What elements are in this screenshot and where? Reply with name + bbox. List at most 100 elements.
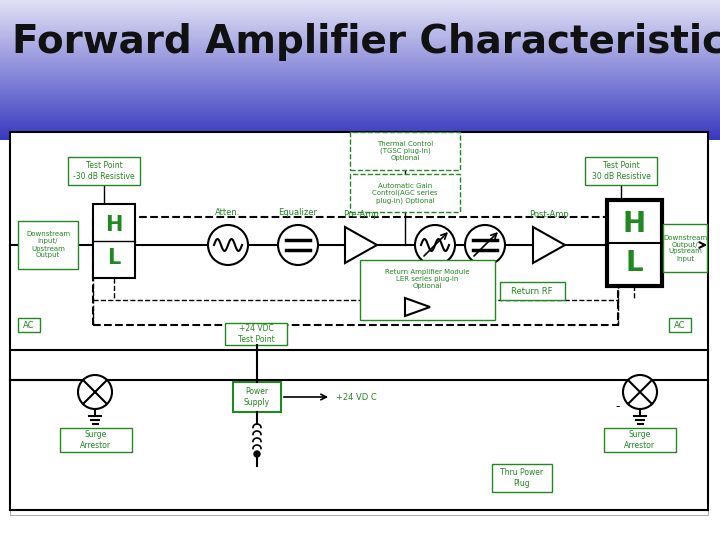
Bar — [0, 36, 720, 37]
Bar — [0, 16, 720, 17]
Bar — [0, 9, 720, 10]
Bar — [0, 11, 720, 12]
Bar — [0, 130, 720, 131]
Bar — [0, 114, 720, 115]
Bar — [0, 74, 720, 75]
Bar — [0, 82, 720, 83]
Text: Equalizer: Equalizer — [279, 208, 318, 217]
Bar — [0, 64, 720, 65]
Bar — [0, 77, 720, 78]
Bar — [0, 38, 720, 39]
Text: Test Point
-30 dB Resistive: Test Point -30 dB Resistive — [73, 161, 135, 181]
Bar — [0, 84, 720, 85]
Bar — [0, 25, 720, 26]
Bar — [0, 97, 720, 98]
Circle shape — [465, 225, 505, 265]
Bar — [0, 110, 720, 111]
Bar — [0, 28, 720, 29]
Text: Test Point
30 dB Resistive: Test Point 30 dB Resistive — [592, 161, 650, 181]
Bar — [0, 40, 720, 42]
Bar — [0, 71, 720, 72]
Text: Pre-Amp: Pre-Amp — [343, 210, 379, 219]
Text: Downstream
Input/
Upstream
Output: Downstream Input/ Upstream Output — [26, 232, 70, 259]
Bar — [0, 59, 720, 60]
Bar — [0, 104, 720, 105]
Bar — [225, 323, 287, 345]
Bar — [0, 62, 720, 63]
Bar — [669, 318, 691, 332]
Bar — [0, 93, 720, 94]
Bar — [0, 57, 720, 58]
Bar — [0, 92, 720, 93]
Bar — [0, 4, 720, 5]
Polygon shape — [405, 298, 430, 316]
Bar — [0, 52, 720, 53]
Bar — [0, 22, 720, 23]
Bar — [0, 8, 720, 9]
Bar — [0, 54, 720, 55]
Bar — [0, 116, 720, 117]
Bar — [0, 109, 720, 110]
Bar — [0, 119, 720, 120]
Bar — [0, 105, 720, 106]
Bar — [0, 7, 720, 8]
Bar — [0, 78, 720, 79]
Bar — [0, 50, 720, 51]
Bar — [0, 72, 720, 73]
Bar — [0, 86, 720, 87]
Bar — [0, 99, 720, 100]
Bar — [233, 382, 281, 412]
Circle shape — [278, 225, 318, 265]
Bar — [93, 217, 618, 325]
Bar — [0, 137, 720, 138]
Bar — [0, 90, 720, 91]
Text: AC: AC — [23, 321, 35, 329]
Bar — [0, 1, 720, 2]
Bar — [585, 157, 657, 185]
Text: -: - — [616, 401, 620, 414]
Bar — [0, 118, 720, 119]
Bar — [0, 61, 720, 62]
Bar — [0, 32, 720, 33]
Bar — [0, 106, 720, 107]
Text: Automatic Gain
Control(AGC series
plug-in) Optional: Automatic Gain Control(AGC series plug-i… — [372, 183, 438, 204]
Bar — [0, 108, 720, 109]
Bar — [0, 6, 720, 7]
Bar — [0, 18, 720, 19]
Bar — [0, 60, 720, 61]
Bar — [350, 174, 460, 212]
Bar — [0, 134, 720, 135]
Bar — [0, 0, 720, 1]
Bar — [0, 2, 720, 3]
Bar — [0, 121, 720, 122]
Bar — [0, 85, 720, 86]
Text: Surge
Arrestor: Surge Arrestor — [624, 430, 656, 450]
Circle shape — [623, 375, 657, 409]
Bar — [0, 125, 720, 126]
Bar — [0, 98, 720, 99]
Bar — [0, 10, 720, 11]
Bar — [0, 52, 720, 53]
Bar — [0, 73, 720, 74]
Bar — [500, 282, 565, 300]
Bar — [0, 31, 720, 32]
Text: H: H — [623, 210, 646, 238]
Bar — [0, 95, 720, 96]
Bar — [0, 76, 720, 77]
Bar — [0, 128, 720, 129]
Bar — [0, 53, 720, 54]
Bar — [0, 24, 720, 25]
Circle shape — [254, 451, 260, 457]
Bar — [0, 124, 720, 125]
Text: Thermal Control
(TGSC plug-in)
Optional: Thermal Control (TGSC plug-in) Optional — [377, 141, 433, 161]
Text: H: H — [105, 215, 122, 235]
Bar — [0, 79, 720, 80]
Bar — [0, 103, 720, 104]
Bar — [0, 14, 720, 15]
Bar — [0, 83, 720, 84]
Bar — [0, 56, 720, 57]
Bar — [0, 101, 720, 102]
Bar — [663, 224, 707, 272]
Bar — [0, 107, 720, 108]
Bar — [0, 123, 720, 124]
